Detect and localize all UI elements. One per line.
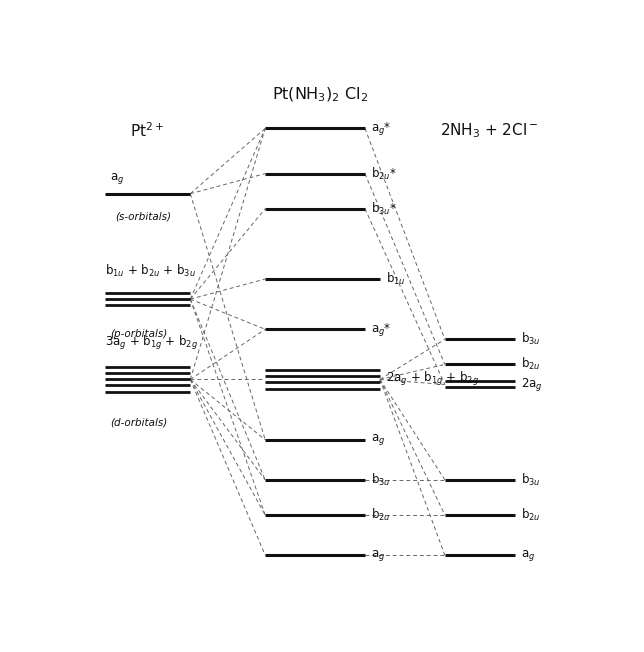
- Text: b$_{2u}$: b$_{2u}$: [521, 357, 540, 372]
- Text: 2NH$_3$ + 2Cl$^-$: 2NH$_3$ + 2Cl$^-$: [440, 121, 538, 140]
- Text: a$_g$: a$_g$: [521, 548, 535, 563]
- Text: Pt$^{2+}$: Pt$^{2+}$: [130, 121, 164, 140]
- Text: b$_{2u}$: b$_{2u}$: [521, 507, 540, 523]
- Text: b$_{2u}$: b$_{2u}$: [371, 507, 391, 523]
- Text: (s-orbitals): (s-orbitals): [115, 211, 171, 221]
- Text: 2a$_g$: 2a$_g$: [521, 376, 542, 393]
- Text: a$_g$*: a$_g$*: [371, 321, 392, 338]
- Text: (p-orbitals): (p-orbitals): [111, 329, 167, 339]
- Text: b$_{3u}$*: b$_{3u}$*: [371, 201, 397, 217]
- Text: b$_{1u}$: b$_{1u}$: [386, 271, 406, 287]
- Text: b$_{1u}$ + b$_{2u}$ + b$_{3u}$: b$_{1u}$ + b$_{2u}$ + b$_{3u}$: [106, 263, 196, 279]
- Text: b$_{3u}$: b$_{3u}$: [521, 331, 540, 348]
- Text: a$_g$: a$_g$: [371, 432, 385, 447]
- Text: Pt(NH$_3$)$_2$ Cl$_2$: Pt(NH$_3$)$_2$ Cl$_2$: [272, 86, 368, 104]
- Text: (d-orbitals): (d-orbitals): [111, 417, 167, 427]
- Text: a$_g$: a$_g$: [371, 548, 385, 563]
- Text: b$_{3u}$: b$_{3u}$: [371, 472, 391, 488]
- Text: a$_g$*: a$_g$*: [371, 120, 392, 137]
- Text: b$_{3u}$: b$_{3u}$: [521, 472, 540, 488]
- Text: a$_g$: a$_g$: [111, 171, 125, 186]
- Text: 2a$_g$ + b$_{1g}$ + b$_{2g}$: 2a$_g$ + b$_{1g}$ + b$_{2g}$: [386, 370, 479, 389]
- Text: 3a$_g$ + b$_{1g}$ + b$_{2g}$: 3a$_g$ + b$_{1g}$ + b$_{2g}$: [106, 334, 198, 352]
- Text: b$_{2u}$*: b$_{2u}$*: [371, 166, 397, 182]
